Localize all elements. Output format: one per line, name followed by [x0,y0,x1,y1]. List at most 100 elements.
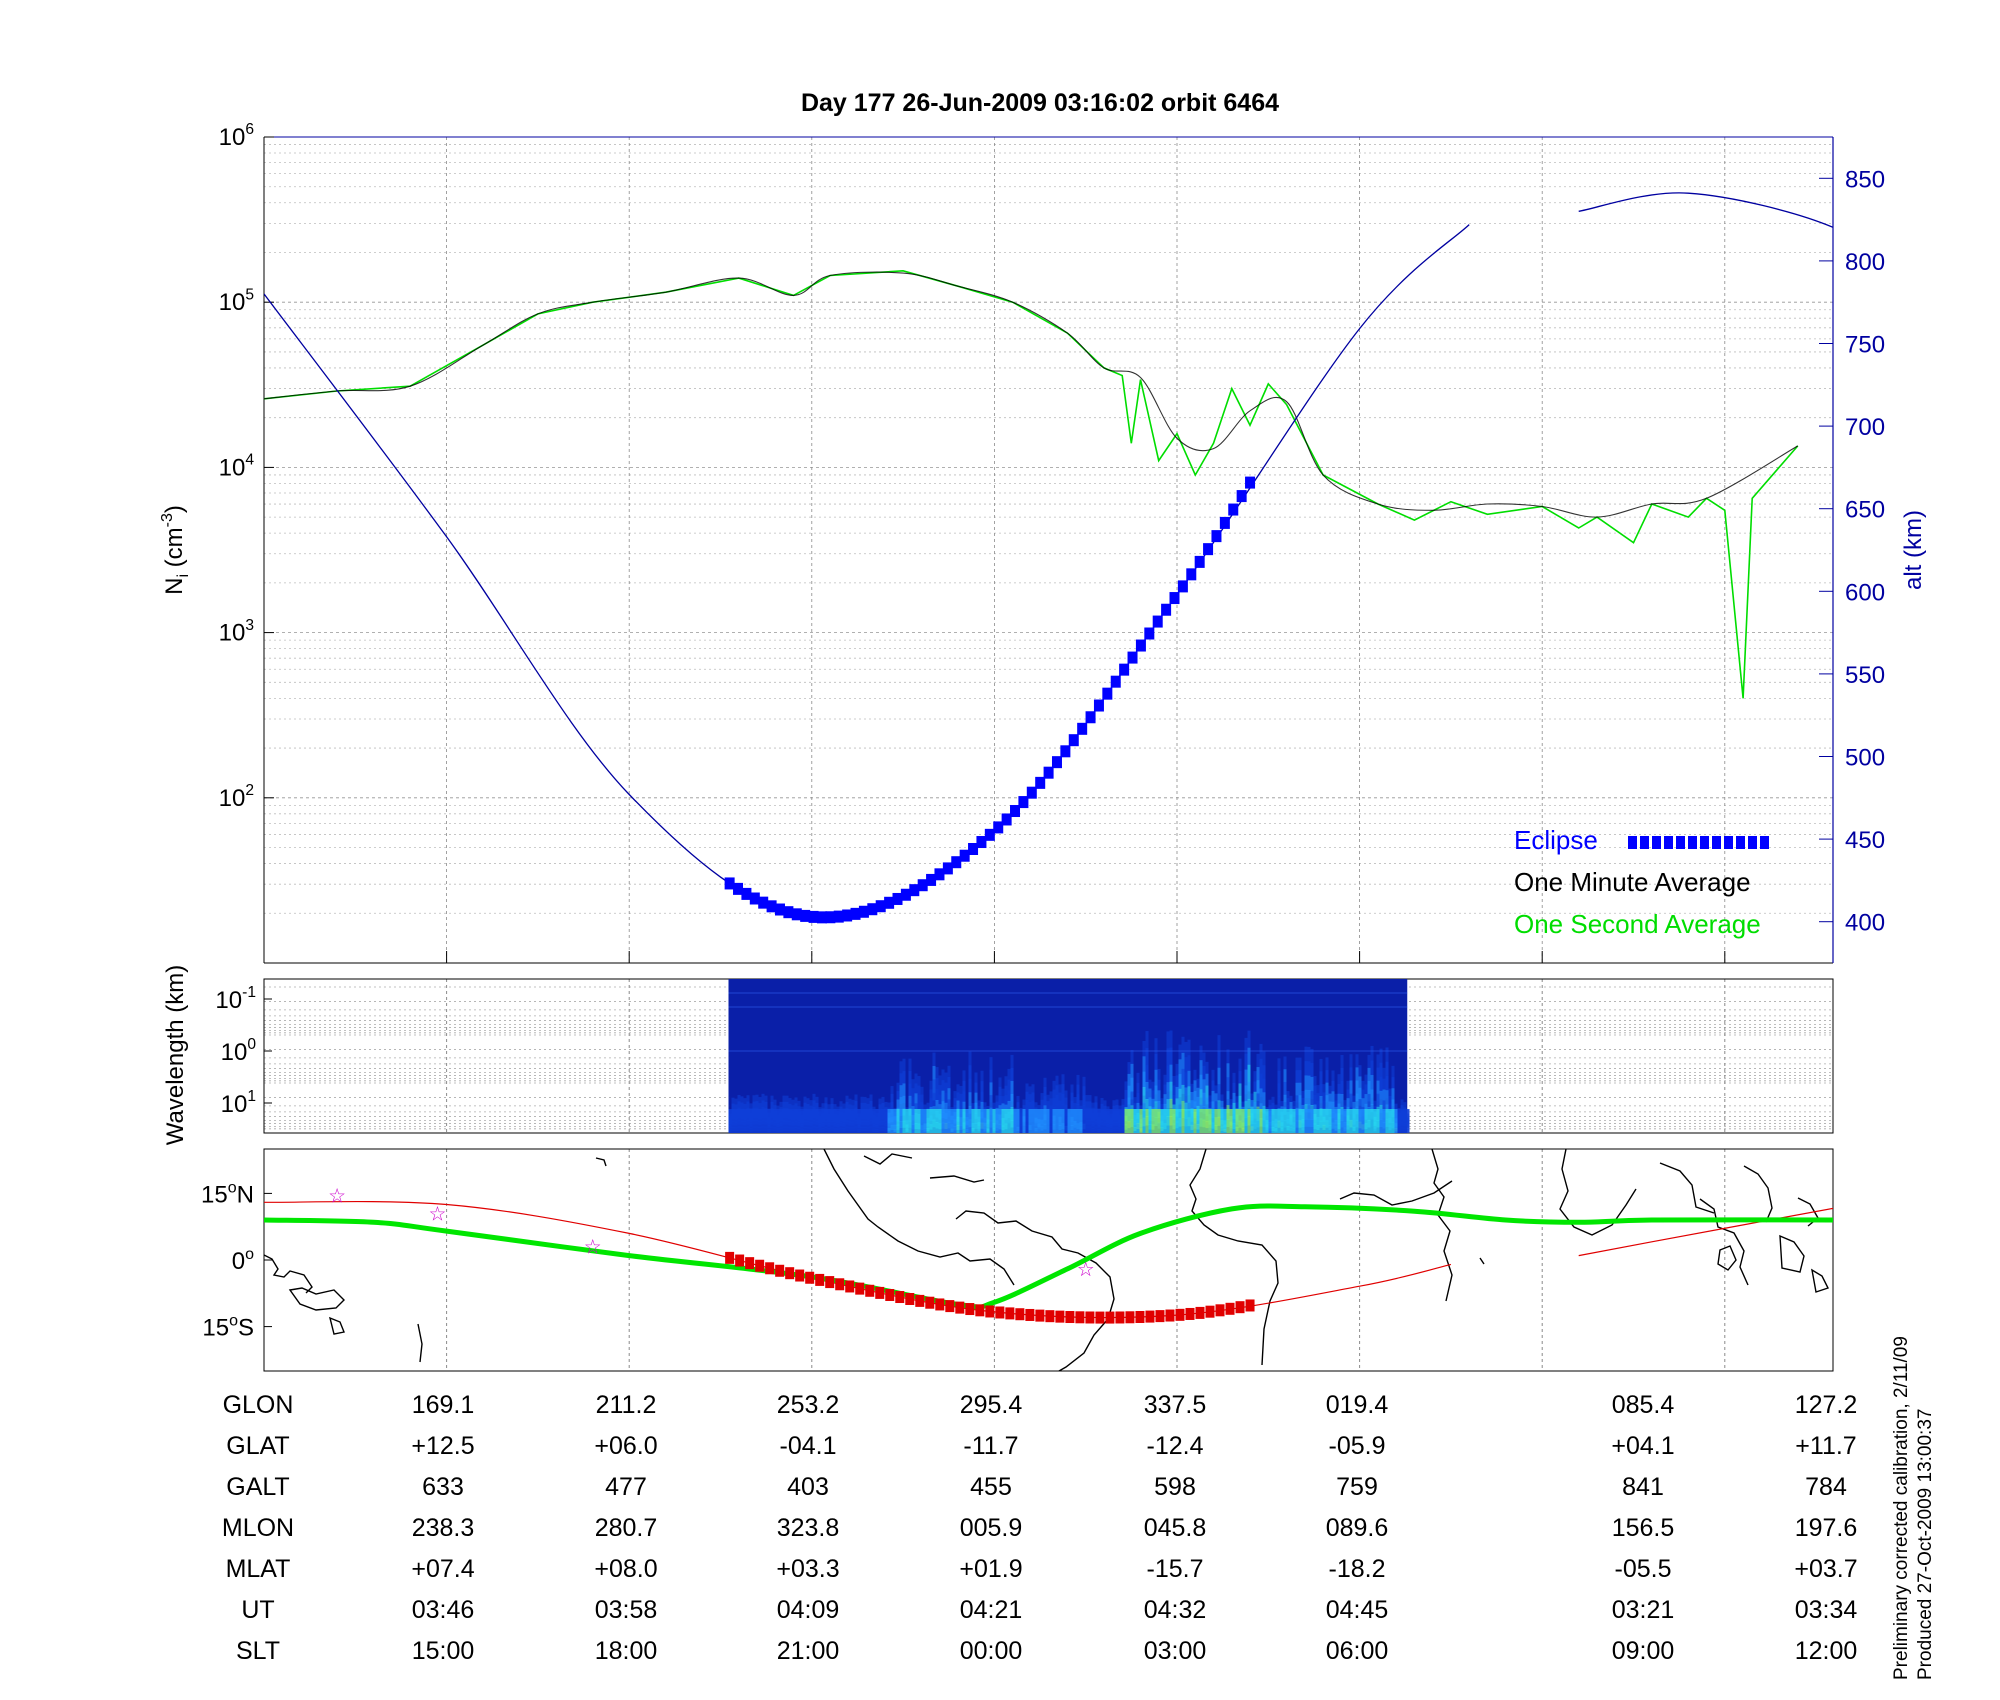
spec-cell [1346,1109,1350,1133]
spec-cell [764,1109,768,1133]
spec-cell [1019,1109,1023,1133]
eclipse-mark [1211,530,1222,543]
spec-cell [749,1109,753,1133]
spec-cell [1238,1095,1242,1116]
map-y-hemisphere: S [238,1315,254,1342]
spec-cell [848,1109,852,1133]
y-left-tick-label-exp: 2 [245,782,254,799]
track-eclipse-mark [1165,1309,1175,1322]
spec-cell [1058,1109,1062,1133]
eclipse-mark [816,911,827,924]
track-eclipse-mark [1065,1311,1075,1324]
spec-cell [1301,1109,1305,1133]
spec-cell [815,1109,819,1133]
eclipse-mark [926,873,937,886]
coastline [1431,1149,1453,1302]
spec-cell [1082,1109,1086,1133]
spec-cell [998,1109,1002,1133]
spec-cell [959,1109,963,1133]
spec-cell [1169,1109,1173,1133]
spec-cell [932,1109,936,1133]
map-frame [263,1148,1834,1372]
table-cell: 21:00 [777,1637,840,1665]
y-right-tick-label: 800 [1845,249,1885,276]
spec-cell [929,1109,933,1133]
spec-cell [1184,1109,1188,1133]
track-eclipse-mark [1075,1311,1085,1324]
spec-cell [1358,1109,1362,1133]
spec-cell [1010,1109,1014,1133]
map-y-degree: o [229,1313,238,1330]
spec-cell [947,1099,951,1118]
spec-cell [1181,1084,1185,1110]
spec-cell [800,1109,804,1133]
track-eclipse-mark [955,1301,965,1314]
spec-cell [1241,1109,1245,1133]
table-cell: 211.2 [596,1391,657,1419]
legend-eclipse-mark [1736,836,1745,849]
table-cell: -15.7 [1147,1555,1204,1583]
row-label: MLAT [226,1555,291,1583]
table-cell: 03:21 [1612,1596,1675,1624]
coastline [288,1287,345,1311]
table-cell: 089.6 [1326,1514,1389,1542]
spec-cell [767,1109,771,1133]
table-cell: 03:46 [412,1596,475,1624]
spec-cell [854,1109,858,1133]
table-cell: 04:09 [777,1596,840,1624]
spec-cell [791,1109,795,1133]
track-eclipse-mark [915,1294,925,1307]
spec-cell [887,1109,891,1133]
spec-cell [1103,1109,1107,1133]
spec-cell [851,1109,855,1133]
table-cell: 04:45 [1326,1596,1389,1624]
spec-cell [923,1109,927,1133]
spec-cell [962,1109,966,1133]
track-eclipse-mark [1155,1310,1165,1323]
spec-cell [1190,1109,1194,1133]
spec-cell [1262,1092,1266,1114]
spec-cell [1235,1109,1239,1133]
table-cell: 045.8 [1144,1514,1207,1542]
eclipse-mark [833,910,844,923]
legend-one-minute: One Minute Average [1514,867,1751,897]
eclipse-mark [1203,543,1214,556]
eclipse-mark [1186,568,1197,581]
spec-cell [746,1109,750,1133]
spec-cell [1214,1109,1218,1133]
y-left-tick-label-exp: 6 [245,121,254,138]
y-right-tick-label: 450 [1845,827,1885,854]
spec-cell [1187,1109,1191,1133]
spec-y-label: Wavelength (km) [162,965,189,1146]
coastline [1479,1257,1485,1265]
spec-cell [1298,1109,1302,1133]
map-y-tick-label: 15oN [201,1179,254,1208]
y-left-label: Ni (cm-3) [159,505,192,595]
spec-cell [983,1109,987,1133]
spec-cell [845,1109,849,1133]
eclipse-mark [976,836,987,849]
spec-cell [728,1109,732,1133]
spec-cell [1052,1109,1056,1133]
spec-cell [1175,1098,1179,1117]
spec-cell [1247,1081,1251,1109]
spec-cell [902,1095,906,1116]
spec-cell [1064,1109,1068,1133]
spec-cell [995,1109,999,1133]
spec-cell [812,1109,816,1133]
spec-cell [1253,1109,1257,1133]
spec-cell [1001,1109,1005,1133]
track-eclipse-mark [885,1288,895,1301]
spec-cell [1217,1084,1221,1110]
table-cell: +04.1 [1611,1432,1674,1460]
row-label: SLT [236,1637,280,1665]
spec-cell [1388,1109,1392,1133]
eclipse-mark [942,862,953,875]
table-cell: 005.9 [960,1514,1023,1542]
table-cell: +01.9 [959,1555,1022,1583]
spec-cell [1040,1109,1044,1133]
legend-eclipse-mark [1760,836,1769,849]
spec-cell [1181,1109,1185,1133]
spec-cell [1034,1109,1038,1133]
y-left-label-text: Ni (cm-3) [159,505,192,595]
